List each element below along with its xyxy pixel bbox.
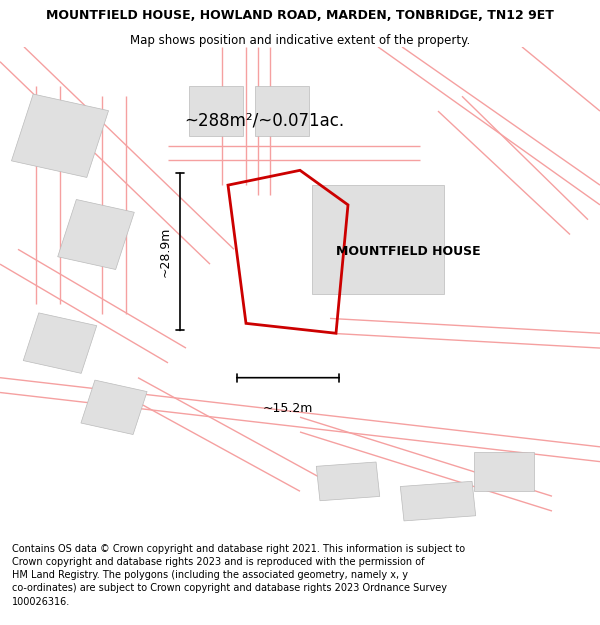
Polygon shape [474,452,534,491]
Polygon shape [23,313,97,373]
Polygon shape [400,481,476,521]
Polygon shape [316,462,380,501]
Text: Map shows position and indicative extent of the property.: Map shows position and indicative extent… [130,34,470,47]
Text: ~288m²/~0.071ac.: ~288m²/~0.071ac. [184,112,344,130]
Polygon shape [255,86,309,136]
Text: Contains OS data © Crown copyright and database right 2021. This information is : Contains OS data © Crown copyright and d… [12,544,465,606]
Text: MOUNTFIELD HOUSE: MOUNTFIELD HOUSE [335,245,481,258]
Polygon shape [58,199,134,269]
Polygon shape [189,86,243,136]
Polygon shape [11,94,109,178]
Polygon shape [81,380,147,434]
Text: ~15.2m: ~15.2m [263,402,313,416]
Text: MOUNTFIELD HOUSE, HOWLAND ROAD, MARDEN, TONBRIDGE, TN12 9ET: MOUNTFIELD HOUSE, HOWLAND ROAD, MARDEN, … [46,9,554,22]
Polygon shape [312,185,444,294]
Text: ~28.9m: ~28.9m [158,227,172,277]
